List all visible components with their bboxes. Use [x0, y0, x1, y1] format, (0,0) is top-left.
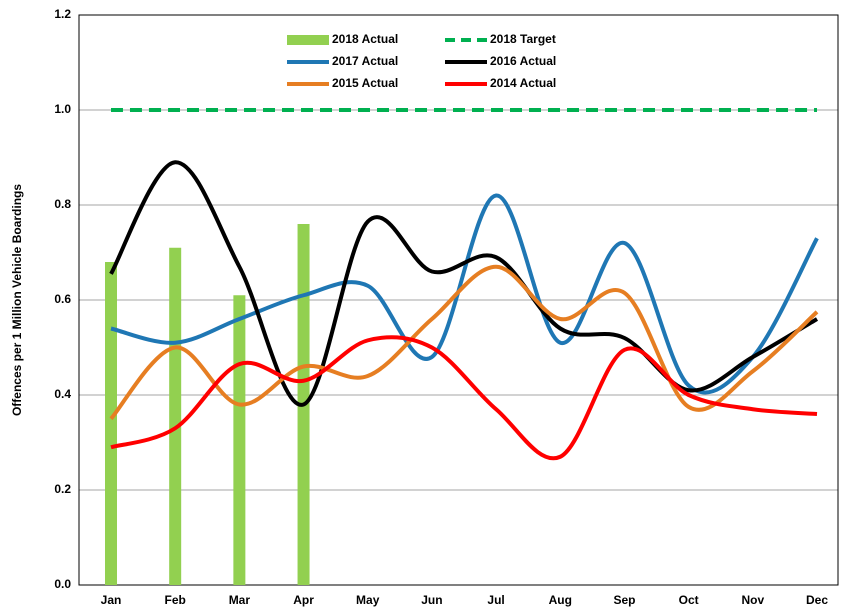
y-tick-label: 0.0 [54, 577, 71, 591]
bar [233, 295, 246, 585]
x-tick-label: Jan [101, 593, 122, 607]
x-tick-label: Mar [229, 593, 251, 607]
x-tick-label: Jun [421, 593, 442, 607]
y-tick-label: 1.0 [54, 102, 71, 116]
y-tick-label: 0.8 [54, 197, 71, 211]
line-series [110, 335, 818, 461]
legend-swatch [287, 35, 329, 45]
bar [105, 262, 117, 585]
y-tick-label: 1.2 [54, 7, 71, 21]
y-tick-label: 0.6 [54, 292, 71, 306]
y-tick-label: 0.2 [54, 482, 71, 496]
line-series [110, 193, 819, 395]
legend-label: 2014 Actual [490, 76, 556, 90]
x-tick-label: Apr [293, 593, 314, 607]
y-tick-label: 0.4 [54, 387, 71, 401]
y-axis-label: Offences per 1 Million Vehicle Boardings [10, 184, 24, 416]
x-tick-label: Feb [165, 593, 186, 607]
line-series [109, 264, 819, 421]
x-tick-label: Aug [549, 593, 572, 607]
x-tick-label: Jul [487, 593, 504, 607]
x-tick-label: Nov [741, 593, 764, 607]
legend-label: 2018 Actual [332, 32, 398, 46]
legend-label: 2018 Target [490, 32, 556, 46]
legend-label: 2017 Actual [332, 54, 398, 68]
x-tick-label: Dec [806, 593, 828, 607]
bar [169, 247, 182, 585]
x-tick-label: Oct [679, 593, 699, 607]
x-tick-label: Sep [613, 593, 635, 607]
legend-label: 2015 Actual [332, 76, 398, 90]
legend-label: 2016 Actual [490, 54, 556, 68]
plot-border [78, 14, 839, 586]
x-tick-label: May [356, 593, 380, 607]
